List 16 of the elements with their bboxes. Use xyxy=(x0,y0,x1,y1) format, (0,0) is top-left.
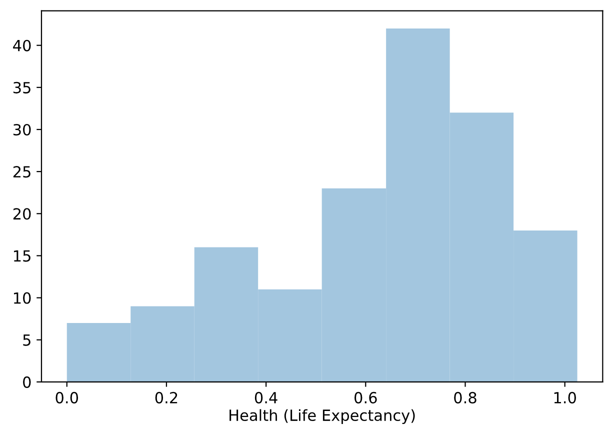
y-tick-label: 25 xyxy=(13,166,30,178)
x-tick-label: 0.4 xyxy=(254,392,278,404)
y-tick-label: 0 xyxy=(23,376,31,388)
y-tick-label: 30 xyxy=(13,124,31,136)
x-tick-label: 1.0 xyxy=(554,392,576,404)
y-tick-label: 5 xyxy=(23,334,30,346)
y-tick-label: 40 xyxy=(13,40,31,52)
x-tick-label: 0.0 xyxy=(56,392,78,404)
x-tick-label: 0.8 xyxy=(454,392,476,404)
y-tick-label: 35 xyxy=(13,82,30,94)
x-tick-label: 0.6 xyxy=(354,392,377,404)
x-axis-title: Health (Life Expectancy) xyxy=(230,409,415,424)
y-tick-label: 10 xyxy=(14,292,31,304)
y-tick-label: 20 xyxy=(13,208,31,220)
y-tick-label: 15 xyxy=(14,250,30,262)
x-tick-label: 0.2 xyxy=(155,392,178,404)
